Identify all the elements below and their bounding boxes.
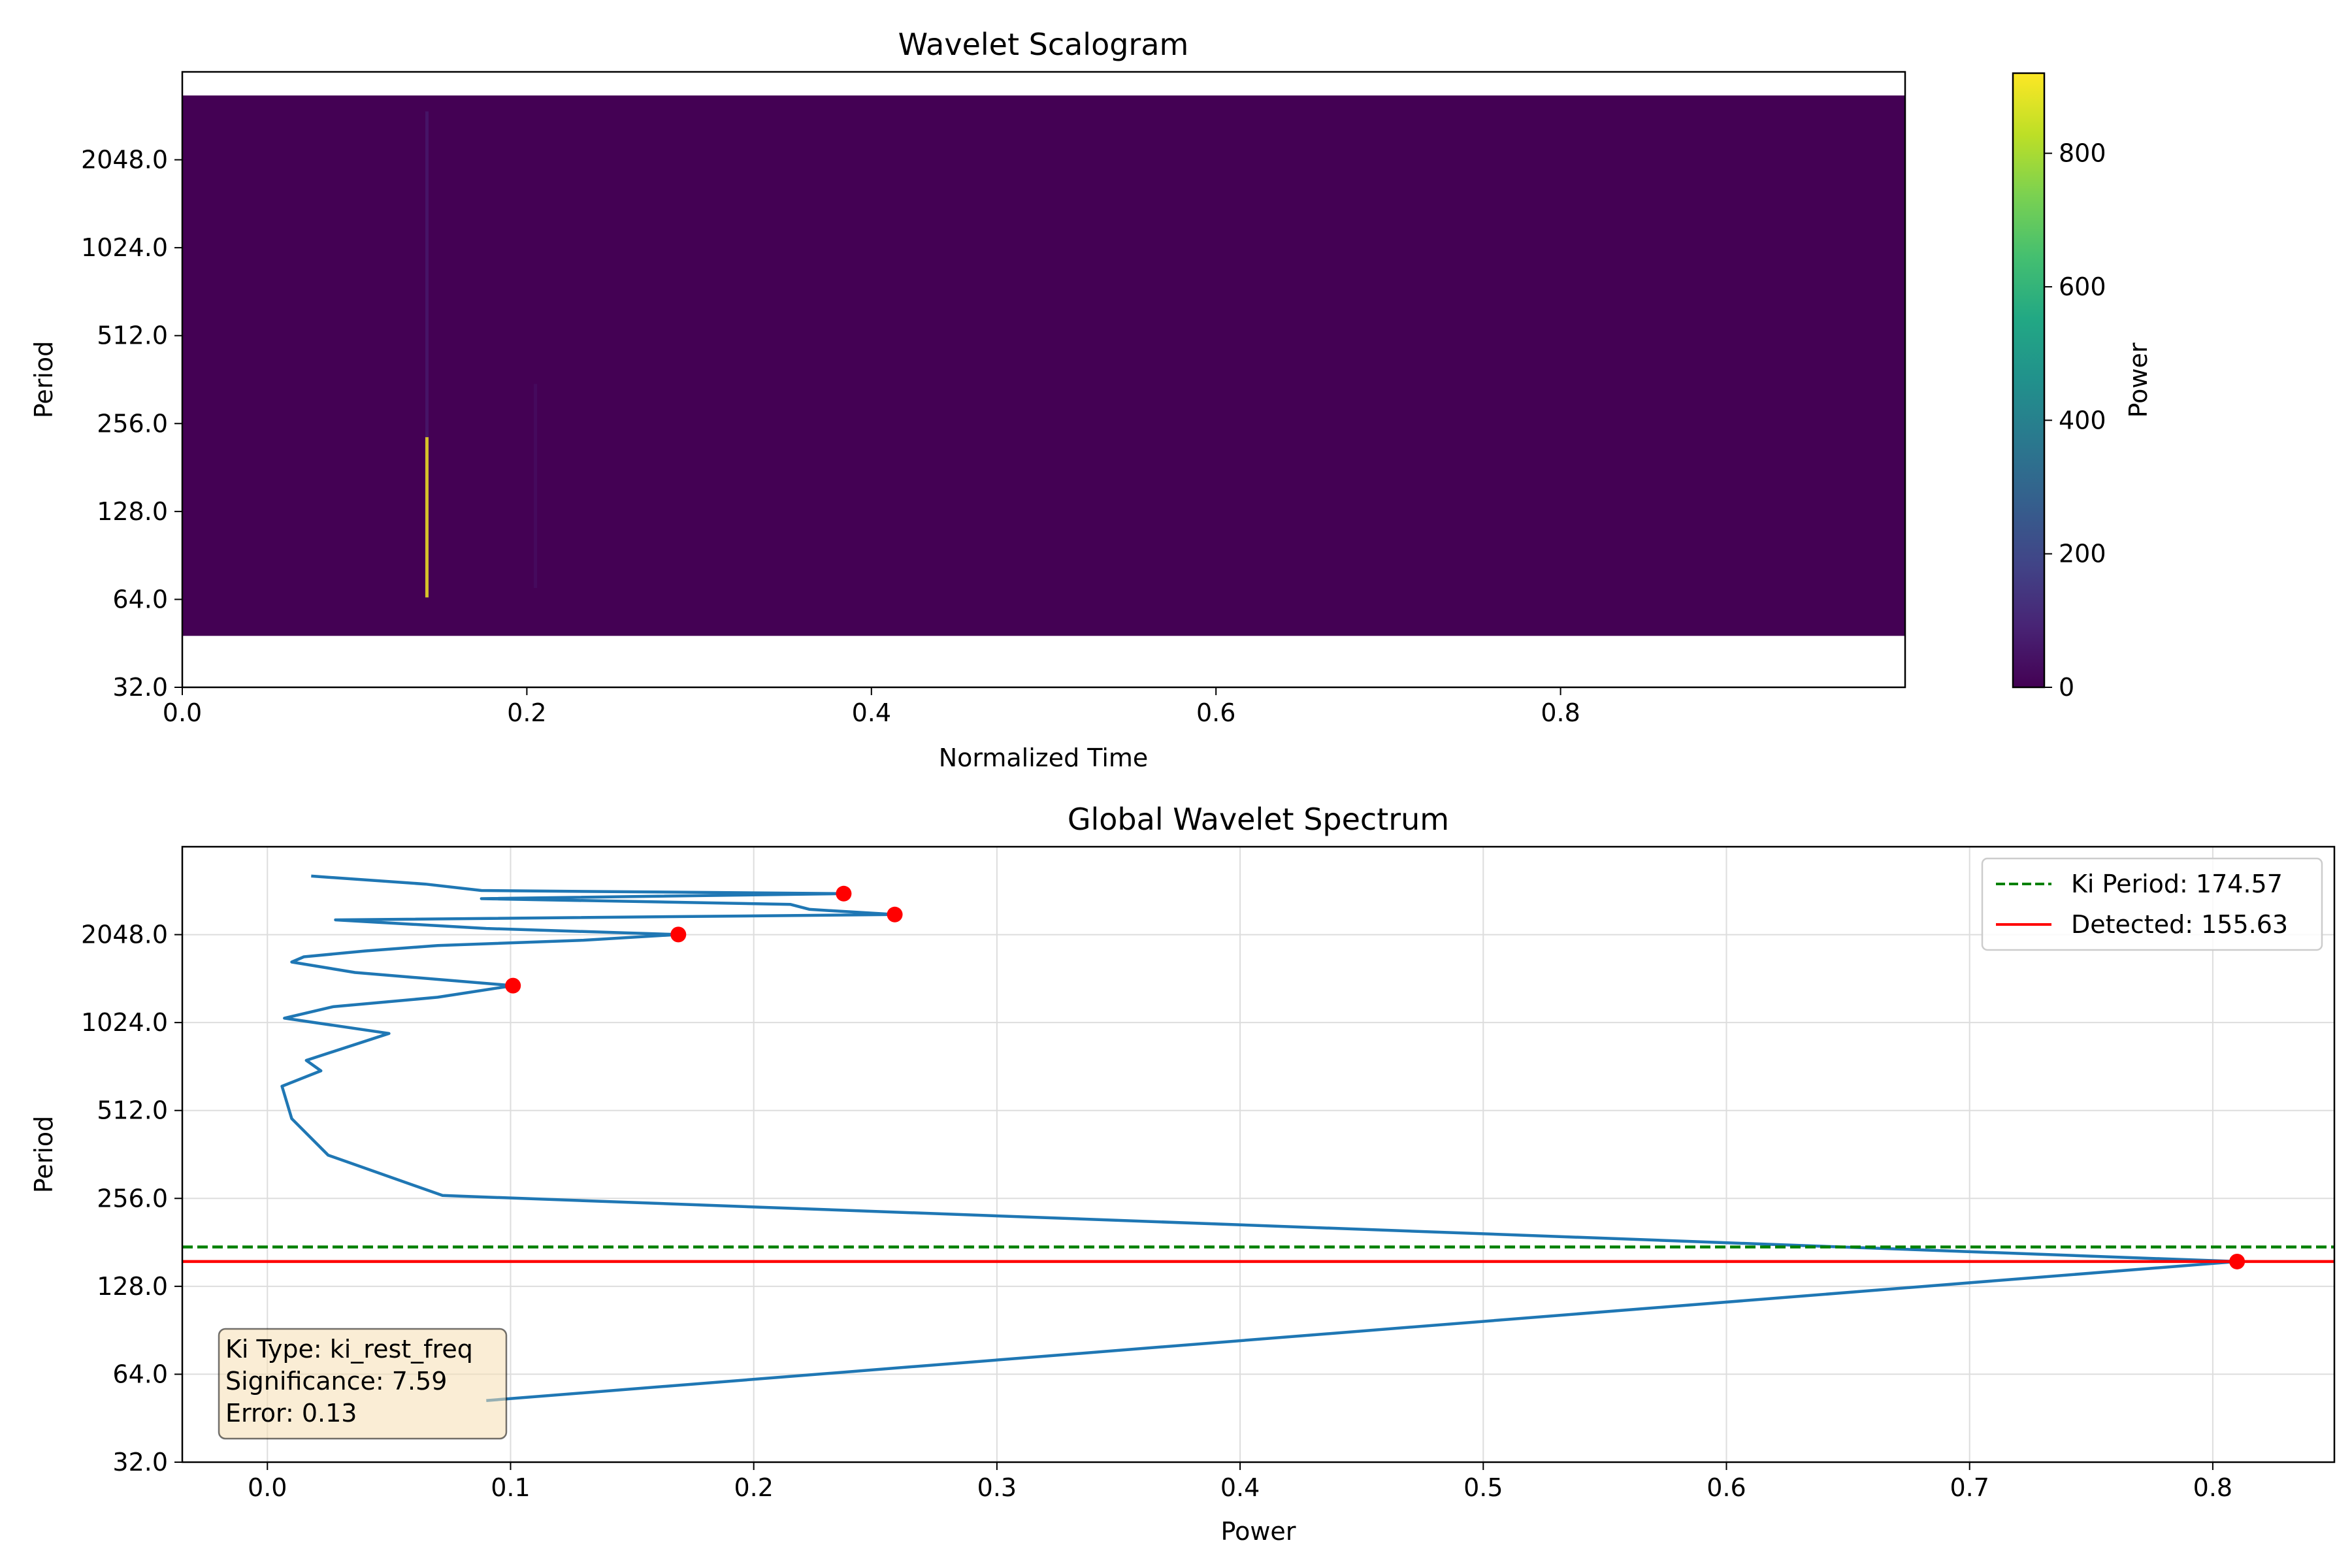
- spectrum-x-tick-label: 0.7: [1950, 1473, 1989, 1502]
- scalogram-x-tick-label: 0.6: [1196, 698, 1235, 727]
- scalogram-heatmap: [182, 95, 1905, 636]
- scalogram-background: [182, 95, 1905, 636]
- spectrum-x-tick-label: 0.2: [734, 1473, 773, 1502]
- scalogram-plot-frame: [181, 71, 1906, 689]
- scalogram-feature-2: [534, 384, 538, 589]
- annotation-box: Ki Type: ki_rest_freq Significance: 7.59…: [218, 1328, 508, 1440]
- spectrum-x-tick-label: 0.5: [1463, 1473, 1503, 1502]
- spectrum-ticks: 0.0 0.1 0.2 0.3 0.4 0.5 0.6 0.7 0.8 32.0 64.0 128.0…: [81, 921, 2232, 1502]
- spectrum-x-axis-label: Power: [1221, 1517, 1296, 1546]
- colorbar-tick-label: 800: [2059, 139, 2106, 168]
- spectrum-x-tick-label: 0.8: [2193, 1473, 2232, 1502]
- peak-marker-3: [887, 906, 903, 923]
- spectrum-y-axis-label: Period: [29, 1116, 58, 1194]
- scalogram-y-tick-label: 512.0: [97, 321, 168, 350]
- spectrum-y-tick-label: 64.0: [112, 1360, 168, 1388]
- spectrum-lines: [182, 874, 2334, 1402]
- colorbar-tick-label: 200: [2059, 540, 2106, 568]
- scalogram-title: Wavelet Scalogram: [898, 27, 1189, 62]
- annotation-line-ki-type: Ki Type: ki_rest_freq: [225, 1335, 473, 1364]
- spectrum-plot-frame: [181, 845, 2336, 1463]
- scalogram-ticks: 0.0 0.2 0.4 0.6 0.8 32.0 64.0 128.0 256.0 512.0 10…: [81, 146, 1580, 727]
- spectrum-y-tick-label: 512.0: [97, 1096, 168, 1125]
- colorbar-ticks: 0 200 400 600 800: [2044, 139, 2106, 702]
- spectrum-series-line-0: [280, 874, 2239, 1402]
- scalogram-y-tick-label: 2048.0: [81, 146, 168, 174]
- colorbar-tick-label: 600: [2059, 272, 2106, 301]
- scalogram-y-tick-label: 32.0: [112, 673, 168, 702]
- legend-label-ki-period: Ki Period: 174.57: [2071, 870, 2283, 898]
- peak-marker-4: [836, 885, 852, 902]
- scalogram-y-axis-label: Period: [29, 341, 58, 419]
- peak-marker-0: [2229, 1253, 2246, 1269]
- annotation-line-significance: Significance: 7.59: [225, 1367, 447, 1396]
- scalogram-x-tick-label: 0.8: [1541, 698, 1580, 727]
- spectrum-x-tick-label: 0.6: [1707, 1473, 1746, 1502]
- legend-box: [1981, 857, 2323, 951]
- legend-label-detected: Detected: 155.63: [2071, 910, 2288, 939]
- scalogram-y-tick-label: 64.0: [112, 585, 168, 613]
- scalogram-x-tick-label: 0.2: [507, 698, 546, 727]
- scalogram-y-tick-label: 1024.0: [81, 233, 168, 262]
- scalogram-x-axis-label: Normalized Time: [939, 743, 1149, 772]
- spectrum-x-tick-label: 0.3: [977, 1473, 1017, 1502]
- scalogram-panel: Wavelet Scalogram 0.0 0.2 0.4 0.6 0.8 32.0 64.…: [29, 27, 1906, 772]
- colorbar-tick-label: 400: [2059, 406, 2106, 434]
- colorbar-tick-label: 0: [2059, 673, 2074, 702]
- annotation-line-error: Error: 0.13: [225, 1399, 357, 1428]
- scalogram-y-tick-label: 256.0: [97, 409, 168, 438]
- spectrum-x-tick-label: 0.4: [1220, 1473, 1260, 1502]
- colorbar-gradient: [2012, 72, 2046, 689]
- spectrum-title: Global Wavelet Spectrum: [1068, 802, 1449, 837]
- scalogram-feature-1: [425, 111, 429, 438]
- scalogram-feature-0: [425, 437, 429, 598]
- spectrum-y-tick-label: 256.0: [97, 1184, 168, 1213]
- spectrum-y-tick-label: 32.0: [112, 1448, 168, 1477]
- colorbar-label: Power: [2124, 342, 2153, 417]
- scalogram-x-tick-label: 0.0: [163, 698, 202, 727]
- scalogram-y-tick-label: 128.0: [97, 497, 168, 526]
- colorbar: 0 200 400 600 800 Power: [2012, 72, 2153, 702]
- spectrum-x-tick-label: 0.1: [491, 1473, 530, 1502]
- spectrum-y-tick-label: 128.0: [97, 1272, 168, 1301]
- peak-marker-1: [505, 977, 521, 994]
- spectrum-y-tick-label: 2048.0: [81, 921, 168, 949]
- peak-marker-2: [670, 926, 687, 943]
- spectrum-y-tick-label: 1024.0: [81, 1008, 168, 1037]
- spectrum-panel: Global Wavelet Spectrum 0.0 0.1 0.2 0.3 0.4 0…: [29, 802, 2336, 1546]
- scalogram-x-tick-label: 0.4: [852, 698, 891, 727]
- legend: Ki Period: 174.57 Detected: 155.63: [1981, 857, 2323, 951]
- annotation-background: [218, 1328, 508, 1440]
- spectrum-x-tick-label: 0.0: [248, 1473, 287, 1502]
